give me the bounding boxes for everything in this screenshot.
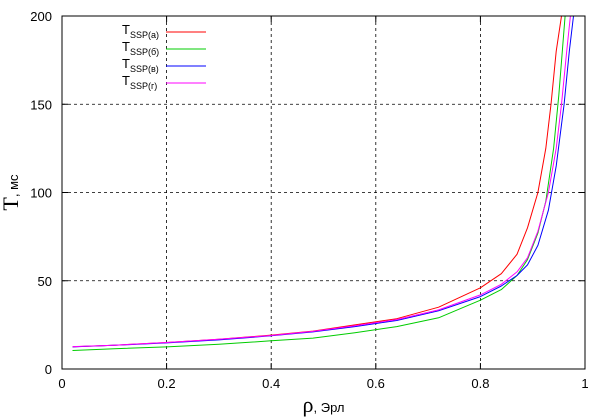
legend-sub-a: SSP(a) — [130, 30, 159, 40]
legend-sub-b: SSP(б) — [130, 47, 159, 57]
legend-sub-d: SSP(г) — [130, 81, 157, 91]
y-axis-symbol: T — [0, 197, 23, 211]
y-tick-label: 150 — [30, 97, 52, 112]
legend-main-a: T — [122, 22, 130, 37]
y-axis-unit: , мс — [6, 174, 21, 197]
y-axis-label: T, мс — [0, 174, 23, 211]
legend-main-c: T — [122, 56, 130, 71]
series-group — [72, 15, 574, 351]
y-tick-label: 200 — [30, 9, 52, 24]
x-axis-label: ρ, Эрл — [303, 392, 345, 417]
series-line-b — [72, 15, 566, 351]
legend-entry-d: TSSP(г) — [122, 73, 206, 91]
legend: TSSP(a) TSSP(б) TSSP(в) TSSP(г) — [122, 22, 206, 91]
y-tick-label: 100 — [30, 186, 52, 201]
legend-entry-b: TSSP(б) — [122, 39, 206, 57]
x-tick-label: 0 — [58, 376, 65, 391]
legend-label-d: TSSP(г) — [122, 73, 157, 91]
legend-main-d: T — [122, 73, 130, 88]
legend-entry-c: TSSP(в) — [122, 56, 206, 74]
grid-lines — [62, 16, 585, 369]
legend-entry-a: TSSP(a) — [122, 22, 206, 40]
tick-marks — [61, 15, 586, 370]
y-tick-label: 50 — [38, 274, 52, 289]
x-tick-label: 0.2 — [158, 376, 176, 391]
legend-label-c: TSSP(в) — [122, 56, 159, 74]
y-tick-label: 0 — [45, 362, 52, 377]
legend-main-b: T — [122, 39, 130, 54]
x-tick-label: 0.8 — [471, 376, 489, 391]
legend-label-a: TSSP(a) — [122, 22, 159, 40]
series-line-d — [72, 15, 571, 348]
x-tick-label: 1 — [581, 376, 588, 391]
x-tick-label: 0.6 — [367, 376, 385, 391]
series-line-c — [72, 15, 574, 348]
legend-label-b: TSSP(б) — [122, 39, 159, 57]
x-axis-symbol: ρ — [303, 392, 314, 417]
tick-labels: 0 0.2 0.4 0.6 0.8 1 0 50 100 150 200 — [30, 9, 588, 391]
x-axis-unit: , Эрл — [314, 400, 345, 415]
legend-sub-c: SSP(в) — [130, 64, 159, 74]
x-tick-label: 0.4 — [262, 376, 280, 391]
